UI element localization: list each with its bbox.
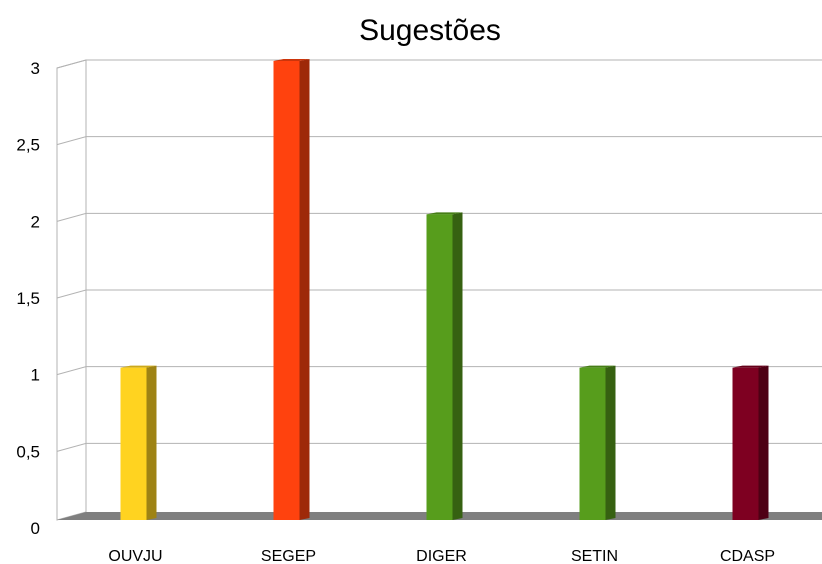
y-tick-label: 1,5 — [16, 289, 40, 308]
x-tick-label: OUVJU — [108, 548, 162, 564]
bar-side — [299, 59, 310, 520]
bar-top — [120, 365, 157, 368]
bar-diger — [426, 212, 463, 521]
bar-setin — [579, 365, 616, 520]
x-tick-label: CDASP — [720, 548, 775, 564]
y-tick-label: 2,5 — [16, 136, 40, 155]
y-tick-label: 1 — [31, 366, 40, 385]
bar-cdasp — [732, 365, 769, 520]
bar-segep — [273, 59, 310, 520]
y-tick-label: 0 — [31, 519, 40, 538]
gridline — [56, 289, 822, 299]
chart-walls — [56, 59, 87, 521]
chart-title: Sugestões — [359, 14, 501, 47]
bar-ouvju — [120, 365, 157, 520]
bar-side — [758, 365, 769, 520]
y-tick-label: 2 — [31, 212, 40, 231]
gridline — [56, 366, 822, 376]
gridline — [56, 59, 822, 69]
bars — [120, 59, 769, 521]
bar-front — [273, 61, 300, 520]
x-tick-label: SEGEP — [261, 548, 316, 564]
bar-side — [605, 365, 616, 520]
x-tick-label: DIGER — [416, 548, 467, 564]
gridline — [56, 442, 822, 452]
bar-top — [579, 365, 616, 368]
y-axis: 0 0,5 1 1,5 2 2,5 3 — [16, 59, 40, 538]
x-axis: OUVJU SEGEP DIGER SETIN CDASP — [108, 548, 775, 564]
x-tick-label: SETIN — [571, 548, 618, 564]
bar-front — [732, 367, 759, 520]
side-wall — [56, 59, 87, 521]
bar-front — [426, 214, 453, 521]
bar-front — [120, 367, 147, 520]
bar-top — [732, 365, 769, 368]
bar-front — [579, 367, 606, 520]
bar-side — [146, 365, 157, 520]
gridlines — [56, 59, 822, 452]
bar-top — [426, 212, 463, 215]
y-tick-label: 3 — [31, 59, 40, 78]
bar-side — [452, 212, 463, 521]
gridline — [56, 136, 822, 146]
gridline — [56, 212, 822, 222]
bar-top — [273, 59, 310, 61]
y-tick-label: 0,5 — [16, 442, 40, 461]
